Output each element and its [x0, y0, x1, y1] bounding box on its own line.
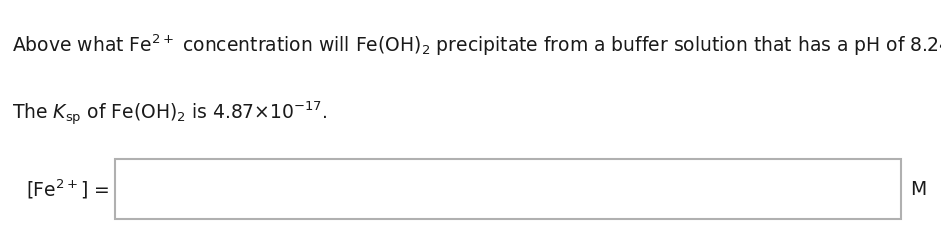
- FancyBboxPatch shape: [115, 159, 901, 219]
- Text: M: M: [910, 180, 926, 199]
- Text: Above what Fe$^{2+}$ concentration will Fe(OH)$_2$ precipitate from a buffer sol: Above what Fe$^{2+}$ concentration will …: [12, 32, 941, 58]
- Text: [Fe$^{2+}$] =: [Fe$^{2+}$] =: [25, 178, 109, 201]
- Text: The $K_{\mathrm{sp}}$ of Fe(OH)$_2$ is 4.87$\times$10$^{-17}$.: The $K_{\mathrm{sp}}$ of Fe(OH)$_2$ is 4…: [12, 100, 328, 127]
